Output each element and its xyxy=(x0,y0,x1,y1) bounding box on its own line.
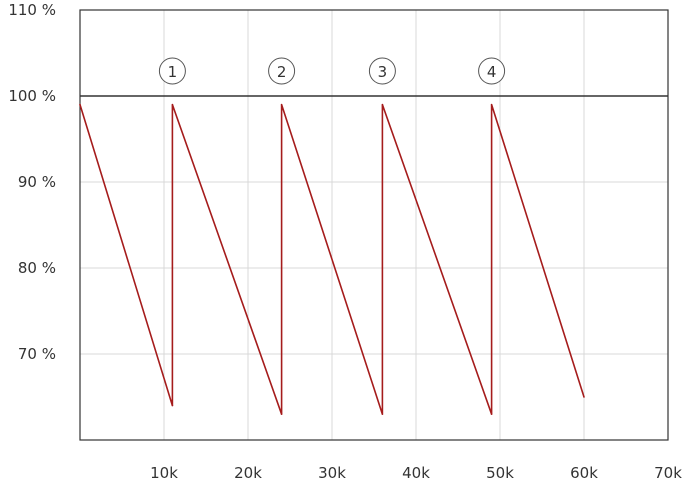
x-axis-ticks: 10k 20k 30k 40k 50k 60k 70k xyxy=(150,464,682,482)
y-tick-label: 90 % xyxy=(18,173,56,191)
data-point xyxy=(381,413,384,416)
series-group xyxy=(79,103,585,416)
data-point xyxy=(171,103,174,106)
cycle-markers: 1 2 3 4 xyxy=(158,57,506,85)
data-point xyxy=(171,404,174,407)
y-tick-label: 80 % xyxy=(18,259,56,277)
y-tick-label: 70 % xyxy=(18,345,56,363)
x-tick-label: 30k xyxy=(318,464,346,482)
marker-label: 3 xyxy=(378,63,388,81)
data-point xyxy=(381,103,384,106)
marker-label: 4 xyxy=(487,63,497,81)
y-tick-label: 110 % xyxy=(8,1,56,19)
series-line xyxy=(79,104,585,415)
x-tick-label: 60k xyxy=(570,464,598,482)
y-tick-label: 100 % xyxy=(8,87,56,105)
y-axis-ticks: 70 % 80 % 90 % 100 % 110 % xyxy=(8,1,56,363)
data-point xyxy=(280,103,283,106)
marker-circle xyxy=(268,57,296,85)
x-tick-label: 20k xyxy=(234,464,262,482)
data-point xyxy=(79,103,81,106)
x-tick-label: 10k xyxy=(150,464,178,482)
plot-frame xyxy=(79,9,669,441)
x-tick-label: 50k xyxy=(486,464,514,482)
marker-label: 2 xyxy=(277,63,287,81)
marker-circle xyxy=(158,57,186,85)
x-tick-label: 70k xyxy=(654,464,682,482)
x-tick-label: 40k xyxy=(402,464,430,482)
data-point xyxy=(280,413,283,416)
marker-label: 1 xyxy=(168,63,178,81)
data-point xyxy=(583,396,585,398)
data-point xyxy=(490,413,493,416)
data-point xyxy=(490,103,493,106)
marker-circle xyxy=(368,57,396,85)
marker-circle xyxy=(478,57,506,85)
